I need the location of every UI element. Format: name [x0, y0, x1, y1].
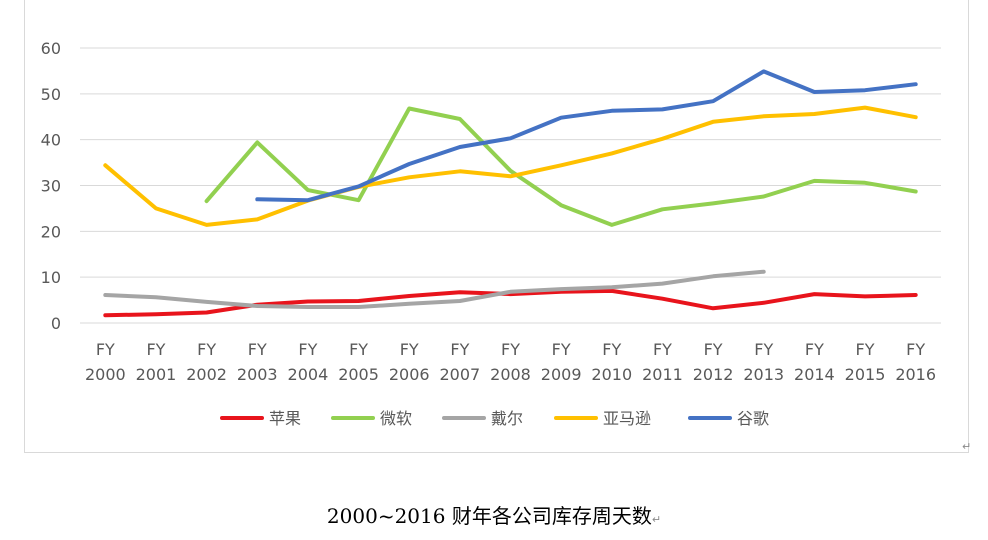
series-line-戴尔	[103, 269, 766, 309]
x-tick-label: FY 2004	[288, 340, 329, 384]
y-tick-label: 50	[41, 85, 61, 104]
x-tick-label: FY 2010	[591, 340, 632, 384]
legend-label: 苹果	[269, 409, 301, 428]
paragraph-mark: ↵	[651, 513, 662, 526]
x-tick-label: FY 2001	[136, 340, 177, 384]
x-tick-label: FY 2013	[743, 340, 784, 384]
y-tick-label: 30	[41, 177, 61, 196]
legend-label: 戴尔	[491, 409, 523, 428]
x-tick-label: FY 2011	[642, 340, 683, 384]
series-line-亚马逊	[103, 105, 918, 227]
y-tick-label: 60	[41, 39, 61, 58]
legend-label: 亚马逊	[603, 409, 651, 428]
y-tick-label: 20	[41, 222, 61, 241]
x-tick-label: FY 2016	[895, 340, 936, 384]
series-lines	[103, 69, 918, 318]
legend: 苹果 微软 戴尔 亚马逊 谷歌	[220, 409, 769, 428]
x-tick-label: FY 2015	[845, 340, 886, 384]
series-line-苹果	[103, 288, 918, 318]
legend-label: 微软	[380, 409, 412, 428]
x-tick-label: FY 2005	[338, 340, 379, 384]
y-tick-label: 10	[41, 268, 61, 287]
y-tick-label: 40	[41, 131, 61, 150]
x-tick-label: FY 2014	[794, 340, 835, 384]
x-tick-label: FY 2012	[693, 340, 734, 384]
figure-caption: 2000~2016 财年各公司库存周天数↵	[0, 500, 988, 529]
x-tick-label: FY 2008	[490, 340, 531, 384]
y-tick-label: 0	[51, 314, 61, 333]
legend-label: 谷歌	[737, 409, 769, 428]
series-line-微软	[204, 106, 918, 227]
x-tick-label: FY 2007	[439, 340, 480, 384]
x-tick-label: FY 2009	[541, 340, 582, 384]
y-axis-ticks: 0 10 20 30 40 50 60	[41, 39, 61, 333]
x-tick-label: FY 2003	[237, 340, 278, 384]
x-tick-label: FY 2000	[85, 340, 126, 384]
chart-frame: 0 10 20 30 40 50 60 FY 2000 FY 2001 FY 2002 FY 2003 FY…	[24, 0, 969, 453]
paragraph-mark: ↵	[962, 440, 972, 453]
caption-text: 2000~2016 财年各公司库存周天数	[326, 504, 652, 528]
series-line-谷歌	[255, 69, 918, 203]
x-tick-label: FY 2006	[389, 340, 430, 384]
x-tick-label: FY 2002	[186, 340, 227, 384]
